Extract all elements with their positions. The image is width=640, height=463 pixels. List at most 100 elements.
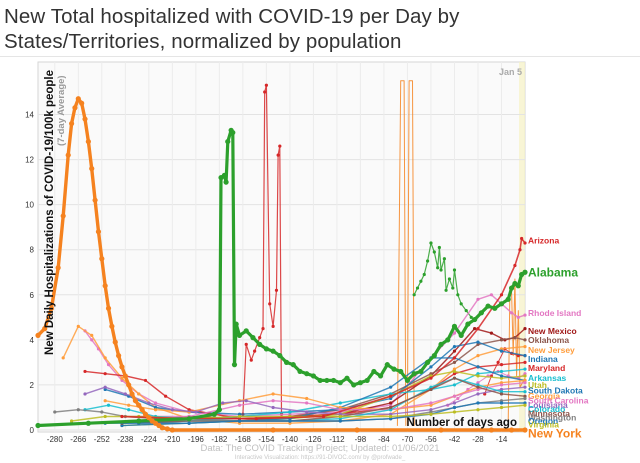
data-point [72, 105, 78, 111]
series-label-colorado: Colorado [528, 404, 565, 414]
data-point [452, 349, 457, 353]
data-point [99, 256, 105, 262]
data-point [476, 372, 480, 376]
data-point [523, 372, 527, 376]
x-tick-label: -126 [305, 435, 322, 444]
data-point [187, 408, 191, 412]
data-point [153, 405, 158, 410]
data-point [499, 338, 504, 342]
data-point [305, 401, 309, 405]
data-point [186, 416, 192, 422]
chart-title: New Total hospitalized with COVID-19 per… [4, 5, 460, 53]
data-point [68, 120, 75, 127]
data-point [338, 412, 342, 416]
data-point [236, 332, 243, 338]
x-tick-label: -140 [282, 435, 299, 444]
data-point [271, 324, 275, 328]
data-point [75, 96, 81, 102]
data-point [237, 412, 242, 416]
x-tick-label: -14 [496, 435, 508, 444]
series-label-south-dakota: South Dakota [528, 386, 583, 396]
x-tick-label: -224 [141, 435, 158, 444]
data-point [445, 337, 451, 343]
data-point [469, 315, 473, 319]
data-point [476, 381, 480, 385]
data-point [452, 356, 457, 360]
data-point [522, 269, 528, 275]
data-point [523, 354, 527, 358]
data-point [429, 385, 433, 389]
data-point [389, 417, 393, 421]
data-point [136, 418, 142, 424]
x-tick-label: -196 [188, 435, 205, 444]
series-label-new-york: New York [528, 427, 582, 441]
data-point [103, 356, 107, 360]
data-point [389, 414, 393, 419]
data-point [429, 403, 433, 407]
data-point [85, 420, 91, 426]
x-tick-label: -238 [117, 435, 134, 444]
data-point [389, 396, 393, 401]
data-point [523, 374, 527, 378]
data-point [136, 402, 142, 408]
data-point [230, 129, 236, 136]
data-point [95, 229, 102, 235]
data-point [499, 387, 504, 392]
series-line [396, 80, 407, 426]
y-tick-label: 10 [25, 201, 34, 210]
data-point [452, 410, 457, 414]
data-point [364, 377, 370, 384]
data-point [137, 392, 141, 396]
series-label-alabama: Alabama [528, 265, 578, 279]
data-point [452, 367, 457, 371]
data-point [488, 427, 495, 433]
date-label: Jan 5 [499, 67, 522, 77]
series-new-york [35, 96, 528, 433]
data-point [338, 417, 342, 421]
data-point [129, 391, 135, 397]
y-tick-label: 2 [30, 381, 35, 390]
data-point [398, 368, 404, 375]
data-point [496, 360, 500, 364]
data-point [225, 138, 231, 145]
data-point [187, 421, 191, 425]
series-unlabeled [396, 80, 407, 426]
data-point [523, 338, 527, 342]
series-label-new-jersey: New Jersey [528, 345, 575, 355]
data-point [103, 387, 107, 392]
data-point [65, 152, 71, 158]
data-point [76, 408, 80, 412]
data-point [55, 265, 61, 271]
data-point [120, 414, 124, 419]
data-point [389, 401, 393, 405]
series-labels: Arizona Alabama Rhode Island New MexicoOkla… [528, 236, 589, 441]
data-point [429, 408, 433, 412]
y-tick-label: 6 [30, 291, 35, 300]
data-point [102, 283, 108, 289]
data-point [271, 405, 275, 410]
data-point [459, 302, 463, 306]
data-point [499, 376, 504, 380]
data-point [476, 354, 480, 358]
data-point [127, 408, 131, 412]
data-point [422, 272, 426, 277]
series-louisiana [83, 385, 527, 416]
data-point [237, 403, 242, 407]
data-point [60, 213, 66, 219]
data-point [304, 371, 310, 377]
data-point [264, 83, 268, 87]
data-point [268, 302, 272, 306]
data-point [389, 385, 393, 389]
data-point [126, 382, 132, 388]
data-point [473, 327, 477, 331]
data-point [499, 363, 504, 367]
data-point [35, 422, 41, 429]
data-point [249, 358, 253, 362]
data-point [476, 385, 480, 389]
data-point [415, 286, 420, 290]
data-point [42, 326, 48, 332]
data-point [489, 331, 494, 335]
data-point [276, 153, 280, 157]
data-point [498, 301, 505, 307]
x-tick-label: -154 [258, 435, 275, 444]
